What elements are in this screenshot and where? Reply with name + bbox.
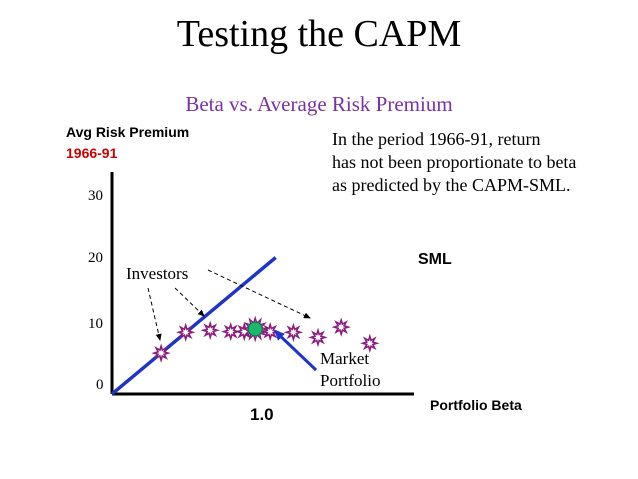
y-axis-label: Avg Risk Premium xyxy=(66,124,190,140)
sml-line xyxy=(110,256,277,396)
chart-title: Beta vs. Average Risk Premium xyxy=(185,92,453,116)
investors-arrow xyxy=(207,269,311,319)
y-tick-label: 10 xyxy=(88,316,103,332)
investors-arrow xyxy=(147,287,162,341)
investor-point xyxy=(283,322,304,343)
slide-title: Testing the CAPM xyxy=(176,13,462,55)
investors-arrow xyxy=(174,287,205,317)
y-axis-period-label: 1966-91 xyxy=(66,145,118,161)
investors-label: Investors xyxy=(126,264,188,283)
investor-point xyxy=(308,327,328,348)
x-tick-label: 1.0 xyxy=(250,405,274,424)
x-axis-label: Portfolio Beta xyxy=(430,397,522,413)
investor-point xyxy=(220,321,241,342)
investor-point xyxy=(360,333,380,354)
investor-point xyxy=(331,317,351,337)
market-portfolio-dot xyxy=(247,321,263,337)
annotation-line: In the period 1966-91, return xyxy=(332,129,541,149)
y-tick-label: 0 xyxy=(96,377,104,393)
annotation-line: as predicted by the CAPM-SML. xyxy=(332,175,571,195)
market-portfolio-point xyxy=(241,315,269,343)
market-portfolio-label: Portfolio xyxy=(320,371,380,390)
annotation-line: has not been proportionate to beta xyxy=(332,152,577,172)
market-portfolio-label: Market xyxy=(320,349,369,368)
y-tick-label: 20 xyxy=(88,250,103,266)
sml-label: SML xyxy=(418,251,452,268)
y-tick-label: 30 xyxy=(88,188,103,204)
investor-point xyxy=(200,320,220,341)
market-portfolio-arrow xyxy=(273,329,318,372)
investor-point xyxy=(151,343,171,363)
annotation-text: In the period 1966-91, return has not be… xyxy=(332,128,576,197)
investor-point xyxy=(176,322,196,343)
